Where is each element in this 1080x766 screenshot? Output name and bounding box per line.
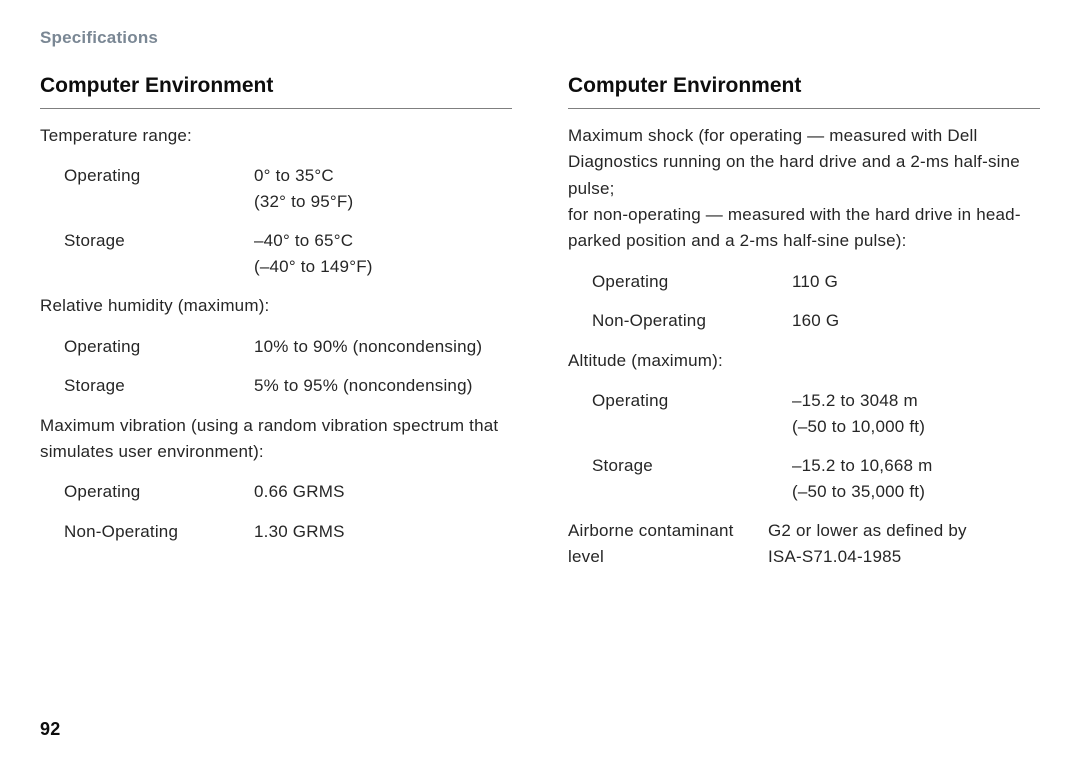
spec-value: 160 G (792, 308, 1040, 334)
spec-label: Storage (592, 453, 792, 504)
spec-value: 0.66 GRMS (254, 479, 512, 505)
spec-label: Operating (64, 334, 254, 360)
spec-label: Operating (592, 388, 792, 439)
spec-label: Non-Operating (592, 308, 792, 334)
spec-row: Non-Operating 1.30 GRMS (40, 519, 512, 545)
spec-value: –15.2 to 10,668 m(–50 to 35,000 ft) (792, 453, 1040, 504)
spec-label: Storage (64, 228, 254, 279)
spec-label: Operating (592, 269, 792, 295)
spec-label: Operating (64, 163, 254, 214)
temperature-label: Temperature range: (40, 123, 512, 149)
spec-value: –40° to 65°C(–40° to 149°F) (254, 228, 512, 279)
spec-label: Storage (64, 373, 254, 399)
spec-row: Storage 5% to 95% (noncondensing) (40, 373, 512, 399)
left-column: Computer Environment Temperature range: … (40, 74, 512, 583)
spec-value: G2 or lower as defined byISA-S71.04-1985 (768, 518, 1040, 569)
section-title-left: Computer Environment (40, 74, 512, 109)
breadcrumb: Specifications (40, 28, 1040, 48)
spec-row: Airborne contaminant level G2 or lower a… (568, 518, 1040, 569)
spec-value: 10% to 90% (noncondensing) (254, 334, 512, 360)
altitude-label: Altitude (maximum): (568, 348, 1040, 374)
right-column: Computer Environment Maximum shock (for … (568, 74, 1040, 583)
page-number: 92 (40, 719, 60, 740)
spec-value: 5% to 95% (noncondensing) (254, 373, 512, 399)
section-title-right: Computer Environment (568, 74, 1040, 109)
spec-label: Non-Operating (64, 519, 254, 545)
vibration-label: Maximum vibration (using a random vibrat… (40, 413, 512, 466)
shock-label: Maximum shock (for operating — measured … (568, 123, 1040, 255)
spec-row: Operating 0° to 35°C(32° to 95°F) (40, 163, 512, 214)
spec-row: Operating 10% to 90% (noncondensing) (40, 334, 512, 360)
spec-label: Operating (64, 479, 254, 505)
spec-row: Operating 110 G (568, 269, 1040, 295)
spec-row: Operating 0.66 GRMS (40, 479, 512, 505)
spec-value: –15.2 to 3048 m(–50 to 10,000 ft) (792, 388, 1040, 439)
spec-value: 1.30 GRMS (254, 519, 512, 545)
content-columns: Computer Environment Temperature range: … (40, 74, 1040, 583)
spec-row: Operating –15.2 to 3048 m(–50 to 10,000 … (568, 388, 1040, 439)
spec-row: Non-Operating 160 G (568, 308, 1040, 334)
humidity-label: Relative humidity (maximum): (40, 293, 512, 319)
spec-value: 0° to 35°C(32° to 95°F) (254, 163, 512, 214)
spec-row: Storage –15.2 to 10,668 m(–50 to 35,000 … (568, 453, 1040, 504)
spec-value: 110 G (792, 269, 1040, 295)
spec-row: Storage –40° to 65°C(–40° to 149°F) (40, 228, 512, 279)
spec-label: Airborne contaminant level (568, 518, 768, 569)
